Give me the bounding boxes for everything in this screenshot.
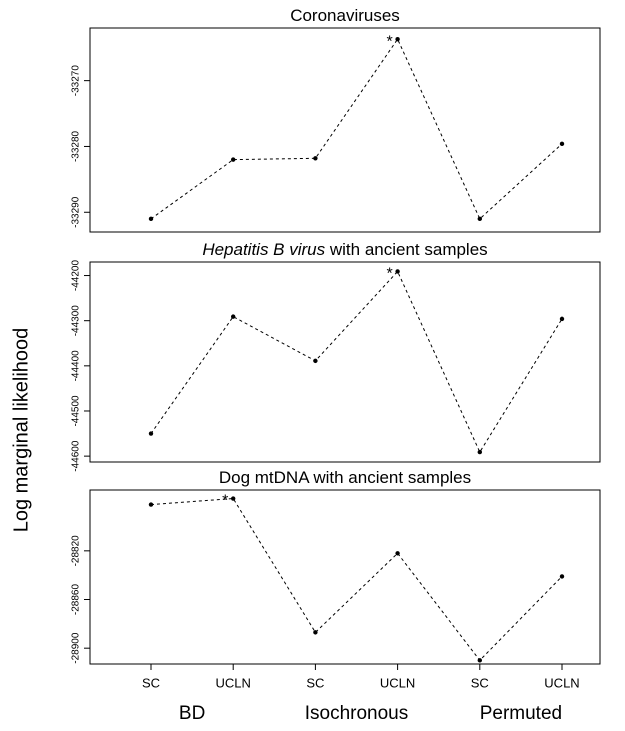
x-tick-label: UCLN (544, 675, 579, 690)
panel-frame (89, 489, 601, 665)
panel-title: Hepatitis B virus with ancient samples (202, 240, 487, 259)
point (231, 496, 236, 501)
line (150, 38, 563, 220)
point (477, 658, 482, 663)
point (148, 431, 154, 436)
title-rest: with ancient samples (325, 240, 488, 259)
group-label: BD (179, 703, 205, 724)
y-tick-label: -44500 (71, 395, 82, 427)
point (559, 141, 565, 147)
title-text: Coronaviruses (290, 6, 400, 25)
point (148, 216, 154, 222)
point (231, 157, 236, 162)
y-tick-label: -28860 (71, 584, 82, 616)
title-text: Hepatitis B virus (202, 240, 325, 259)
point (148, 502, 154, 507)
point (395, 551, 400, 556)
y-tick-label: -28820 (71, 535, 82, 567)
group-label: Permuted (480, 703, 562, 724)
x-tick-label: UCLN (215, 675, 250, 690)
y-axis-label: Log marginal likelihood (10, 328, 32, 533)
y-tick-label: -33280 (71, 130, 82, 162)
point (559, 574, 565, 579)
point (477, 449, 482, 455)
point (395, 36, 400, 42)
panel-frame (89, 261, 601, 463)
point (477, 216, 482, 222)
x-tick-label: SC (142, 675, 160, 690)
x-tick-label: SC (471, 675, 489, 690)
panel-title: Dog mtDNA with ancient samples (219, 468, 471, 487)
point (231, 314, 236, 319)
x-tick-label: SC (306, 675, 324, 690)
point (313, 630, 318, 635)
y-tick-label: -44400 (71, 350, 82, 382)
panel-title: Coronaviruses (290, 6, 400, 25)
best-marker: * (386, 266, 392, 283)
y-tick-label: -33270 (71, 65, 82, 97)
best-marker: * (222, 493, 228, 510)
point (559, 316, 565, 322)
y-tick-label: -28900 (71, 632, 82, 664)
y-tick-label: -33290 (71, 196, 82, 228)
x-tick-label: UCLN (380, 675, 415, 690)
title-text: Dog mtDNA with ancient samples (219, 468, 471, 487)
best-marker: * (386, 33, 392, 50)
point (313, 358, 318, 364)
group-label: Isochronous (305, 703, 409, 724)
y-tick-label: -44300 (71, 305, 82, 337)
panel-frame (89, 27, 601, 233)
line (150, 270, 563, 454)
point (313, 156, 318, 161)
y-tick-label: -44600 (71, 440, 82, 472)
line (150, 497, 563, 662)
y-tick-label: -44200 (71, 260, 82, 292)
point (395, 269, 400, 274)
